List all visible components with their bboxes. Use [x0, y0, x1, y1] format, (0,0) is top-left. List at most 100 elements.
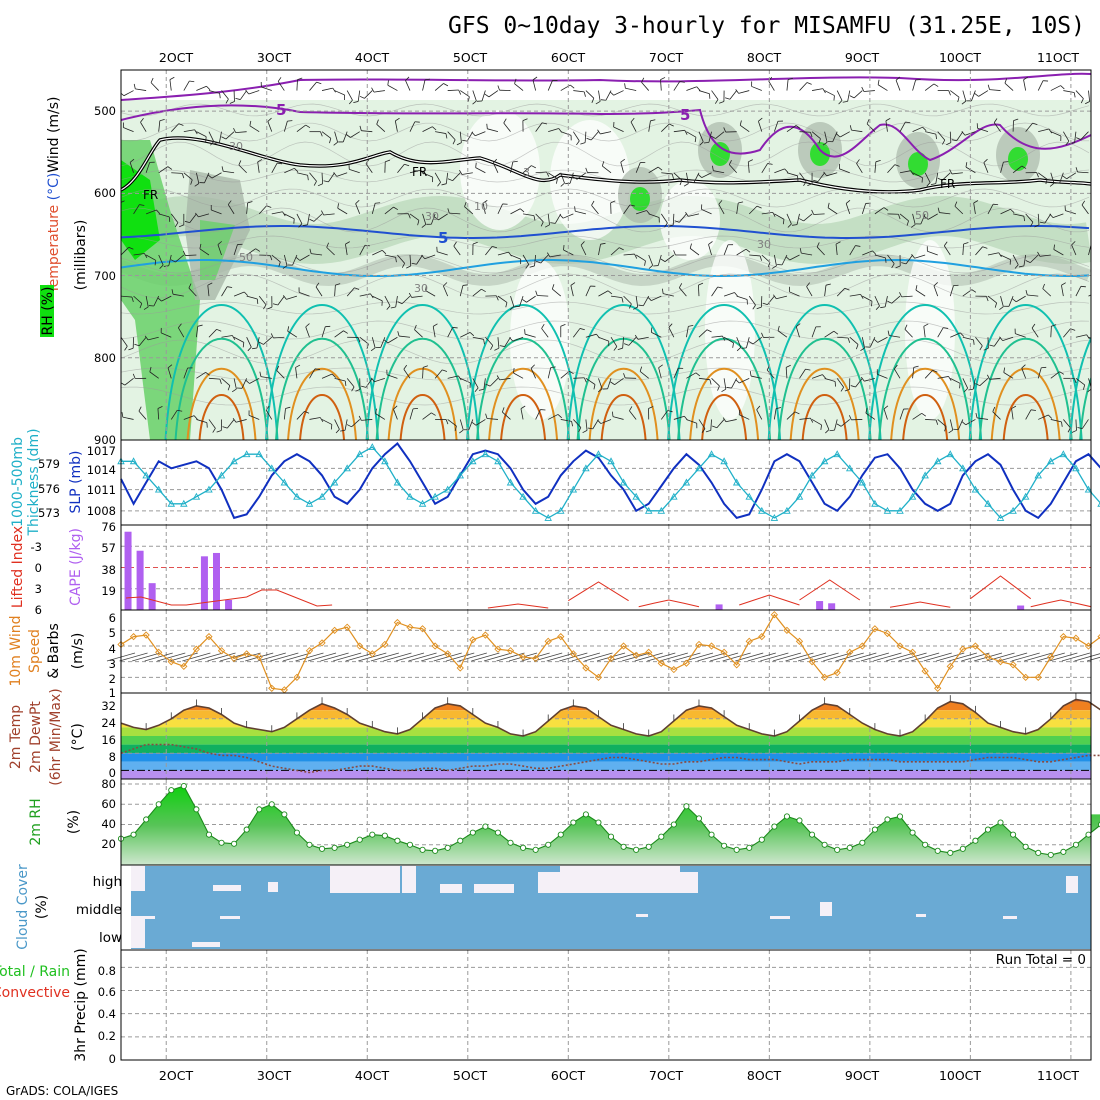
wind-barb — [443, 285, 449, 297]
wind-barb — [885, 117, 891, 122]
slp-label: SLP (mb) — [68, 450, 84, 513]
wind-barb — [844, 388, 850, 392]
wind-barb — [776, 407, 782, 409]
wind-barb — [472, 336, 484, 340]
wind-barb — [630, 121, 637, 132]
date-tick-top: 9OCT — [845, 50, 880, 65]
wind-barb — [150, 77, 154, 83]
wind-barb — [799, 172, 807, 182]
wind-barb — [1030, 222, 1034, 227]
thickness-point — [142, 471, 150, 479]
rh-area — [121, 786, 1100, 865]
wind-barb — [936, 652, 965, 662]
wind-barb — [583, 377, 587, 383]
wind-barb — [739, 377, 750, 384]
wind-barb — [196, 131, 207, 138]
rh-point — [771, 823, 778, 830]
wind-barb — [317, 183, 323, 187]
wind-barb — [949, 285, 954, 297]
wind-barb — [1003, 367, 1006, 373]
rh-point — [231, 840, 238, 847]
wind-barb — [925, 419, 937, 421]
wind-barb — [810, 132, 813, 138]
wind-barb — [596, 652, 626, 662]
wind-speed-point — [481, 631, 490, 639]
wind-barb — [342, 131, 348, 143]
wind-barb — [701, 209, 712, 215]
wind-barb — [512, 160, 518, 163]
wind-barb — [459, 131, 462, 143]
wind-barb — [1031, 327, 1039, 338]
wind-barb — [623, 373, 626, 379]
wind-barb — [501, 407, 505, 413]
wind-barb — [552, 288, 562, 297]
thickness-point — [268, 464, 276, 472]
slp-tick: 1017 — [87, 444, 116, 458]
wind-barb — [1039, 221, 1045, 224]
wind-barb — [229, 101, 235, 104]
thickness-point — [192, 492, 201, 500]
wind-barb — [689, 243, 692, 249]
wind-barb — [992, 411, 1001, 420]
wind-barb — [320, 131, 323, 137]
wind-barb — [133, 204, 140, 215]
wind-barb — [158, 213, 170, 218]
wind-barb — [706, 329, 712, 333]
wind-barb — [196, 419, 208, 424]
wind-barb — [139, 303, 143, 309]
wind-barb — [849, 95, 855, 99]
wind-barb — [169, 79, 172, 91]
wind-barb — [546, 252, 551, 258]
wind-barb — [128, 246, 134, 250]
wind-barb — [225, 98, 229, 104]
rh-point — [909, 829, 916, 836]
wind-barb — [171, 172, 183, 174]
wind-barb — [422, 213, 427, 225]
wind-barb — [935, 419, 939, 425]
wind-barb — [258, 205, 267, 215]
contour-label: 50 — [915, 209, 929, 222]
wind-barb — [401, 295, 411, 305]
wind-barb — [612, 411, 614, 417]
wind-barb — [510, 208, 521, 215]
wind-barb — [372, 295, 383, 302]
rh-contour — [121, 235, 1090, 249]
wind-speed-point — [921, 667, 929, 675]
wind-barb — [522, 299, 527, 303]
wind-barb — [197, 324, 203, 327]
wind-barb — [921, 412, 927, 417]
wind-barb — [140, 118, 144, 123]
wind-barb — [345, 241, 350, 245]
wind-barb — [669, 123, 674, 127]
wind-barb — [992, 406, 996, 412]
thickness-point — [670, 492, 678, 500]
wind-barb — [926, 182, 931, 187]
wind-barb — [835, 241, 841, 245]
temp-label: 2m Temp — [8, 705, 24, 769]
wind-barb — [977, 127, 989, 133]
wind-barb — [247, 346, 252, 352]
wind-barb — [673, 129, 685, 133]
wind-speed-point — [180, 662, 188, 671]
wind-barb — [225, 131, 235, 140]
wind-barb — [1063, 131, 1070, 142]
wind-barb — [144, 253, 148, 259]
wind-barb — [950, 332, 961, 338]
thickness-point — [1009, 506, 1017, 514]
wind-barb — [913, 365, 919, 368]
wind-barb — [121, 172, 122, 173]
wind-barb — [467, 96, 470, 102]
wind-barb — [822, 142, 828, 146]
wind-barb — [593, 384, 596, 390]
thickness-point — [242, 450, 251, 458]
wind-barb — [1027, 294, 1039, 297]
wind-barb — [510, 254, 521, 260]
wind-barb — [811, 326, 817, 338]
wind-barb — [263, 336, 273, 345]
wind-barb — [460, 90, 470, 98]
wind-barb — [384, 206, 394, 215]
wind-barb — [183, 129, 195, 133]
wind-barb — [912, 79, 916, 91]
wind-barb — [453, 245, 461, 256]
wind-barb — [178, 123, 184, 126]
